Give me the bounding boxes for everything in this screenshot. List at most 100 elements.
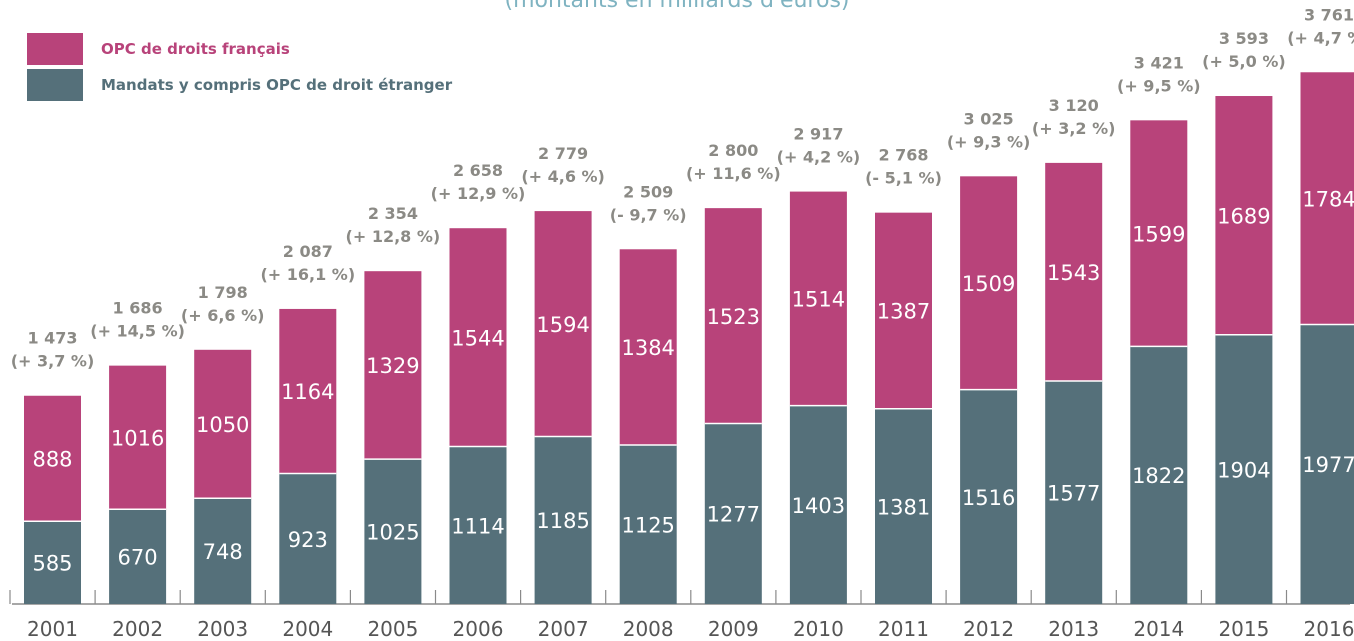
legend: OPC de droits français Mandats y compris… [27,32,452,104]
x-tick-label: 2004 [282,617,333,641]
chart-subtitle: (montants en milliards d'euros) [504,0,850,13]
bar-label-opc: 1599 [1132,222,1185,246]
change-label: (+ 4,2 %) [777,148,861,167]
x-tick-label: 2007 [538,617,589,641]
bar-mandats [619,444,677,604]
change-label: (+ 5,0 %) [1202,52,1286,71]
bar-label-mandats: 1577 [1047,482,1100,506]
x-tick-label: 2001 [27,617,78,641]
bar-label-opc: 1523 [707,305,760,329]
x-tick-label: 2002 [112,617,163,641]
legend-label-mandats: Mandats y compris OPC de droit étranger [101,76,453,94]
bar-label-mandats: 1125 [621,513,674,537]
x-tick-label: 2012 [963,617,1014,641]
x-tick-label: 2013 [1048,617,1099,641]
bar-label-mandats: 1516 [962,486,1015,510]
total-label: 2 800 [708,141,758,160]
bar-label-mandats: 1403 [792,494,845,518]
bar-label-opc: 1784 [1302,187,1354,211]
x-tick-label: 2005 [367,617,418,641]
bar-mandats [1045,381,1103,604]
bar-opc [619,249,677,445]
bar-label-mandats: 1025 [366,521,419,545]
bar-opc [960,176,1018,390]
bar-mandats [534,436,592,604]
bar-label-opc: 1016 [111,426,164,450]
bar-label-mandats: 1977 [1302,453,1354,477]
bar-opc [364,271,422,460]
x-tick-label: 2010 [793,617,844,641]
x-tick-label: 2011 [878,617,929,641]
x-tick-label: 2015 [1218,617,1269,641]
bar-mandats [1130,346,1188,604]
bar-opc [1215,96,1273,335]
bar-mandats [279,473,337,604]
legend-item-mandats: Mandats y compris OPC de droit étranger [27,68,452,102]
change-label: (+ 12,9 %) [431,184,526,203]
bar-label-mandats: 1822 [1132,464,1185,488]
bar-mandats [704,423,762,604]
total-label: 2 087 [283,242,333,261]
bar-label-mandats: 1277 [707,503,760,527]
change-label: (+ 16,1 %) [260,265,355,284]
bar-label-mandats: 1381 [877,495,930,519]
bar-label-opc: 1384 [621,336,674,360]
bar-label-opc: 1329 [366,354,419,378]
bar-label-mandats: 1185 [536,509,589,533]
bar-label-opc: 1689 [1217,204,1270,228]
total-label: 3 120 [1049,96,1099,115]
total-label: 2 354 [368,204,418,223]
bar-label-mandats: 1114 [451,514,504,538]
bar-opc [194,349,252,499]
bar-label-mandats: 1904 [1217,458,1270,482]
bar-label-mandats: 923 [288,528,328,552]
total-label: 1 798 [198,283,248,302]
bar-mandats [875,408,932,604]
x-tick-label: 2016 [1304,617,1354,641]
change-label: (+ 4,7 %) [1287,28,1354,47]
legend-swatch-mandats [27,69,83,101]
bar-label-mandats: 670 [118,546,158,570]
bar-opc [875,212,932,409]
change-label: (+ 6,6 %) [181,306,265,325]
change-label: (+ 3,7 %) [11,352,95,371]
bar-opc [449,228,507,447]
total-label: 2 509 [623,182,673,201]
bar-label-opc: 1594 [536,313,589,337]
bar-mandats [789,405,847,604]
total-label: 2 768 [878,146,928,165]
bar-opc [109,365,167,510]
bar-label-mandats: 585 [32,552,72,576]
change-label: (+ 12,8 %) [346,227,441,246]
change-label: (- 9,7 %) [610,205,687,224]
bar-mandats [24,521,81,604]
total-label: 2 779 [538,144,588,163]
change-label: (- 5,1 %) [865,169,942,188]
bar-opc [279,308,337,474]
total-label: 3 761 [1304,5,1354,24]
bar-label-opc: 888 [32,448,72,472]
bar-mandats [960,389,1018,604]
bar-opc [534,211,592,437]
bar-label-opc: 1164 [281,380,334,404]
change-label: (+ 4,6 %) [521,167,605,186]
bar-opc [1300,72,1354,325]
legend-label-opc: OPC de droits français [101,40,290,58]
total-label: 3 025 [964,109,1014,128]
bar-opc [789,191,847,406]
bar-label-opc: 1050 [196,413,249,437]
x-tick-label: 2014 [1133,617,1184,641]
bar-label-mandats: 748 [203,540,243,564]
x-tick-label: 2008 [623,617,674,641]
x-tick-label: 2009 [708,617,759,641]
bar-opc [1130,120,1188,347]
total-label: 2 658 [453,161,503,180]
bar-mandats [364,459,422,604]
bar-label-opc: 1514 [792,288,845,312]
total-label: 1 473 [27,329,77,348]
bar-label-opc: 1509 [962,272,1015,296]
bar-label-opc: 1387 [877,300,930,324]
total-label: 2 917 [793,125,843,144]
bar-mandats [1215,334,1273,604]
